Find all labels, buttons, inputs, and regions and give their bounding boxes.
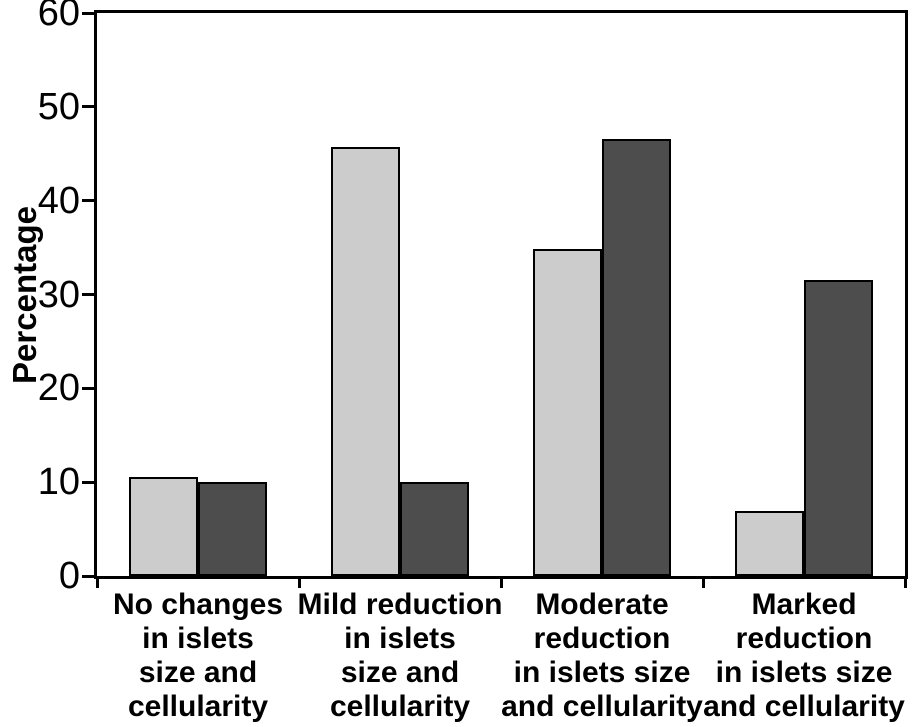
bar-dark-gray-series: [804, 280, 873, 576]
category-label-line: in islets size: [513, 656, 691, 689]
bar-light-gray-series: [533, 249, 602, 576]
y-tick-label: 20: [37, 367, 80, 410]
y-tick-label: 40: [37, 179, 80, 222]
category-label: Marked reduction in islets size and cellula…: [703, 588, 905, 724]
bar-dark-gray-series: [198, 482, 267, 576]
category-label-line: Marked: [751, 588, 857, 621]
y-tick-label: 60: [37, 0, 80, 34]
category-label: Mild reduction in islets size and cellulari…: [297, 588, 503, 724]
bar-dark-gray-series: [602, 139, 671, 576]
y-tick-mark: [82, 11, 94, 15]
y-tick-mark: [82, 574, 94, 578]
category-label-line: size and: [138, 656, 258, 689]
category-label-line: reduction: [533, 622, 671, 655]
category-label: No changes in islets size and cellularity: [97, 588, 299, 724]
y-tick-label: 0: [58, 555, 80, 597]
bar-dark-gray-series: [400, 482, 469, 576]
x-tick-mark: [701, 579, 705, 588]
category-label-line: cellularity: [329, 690, 471, 723]
bar-light-gray-series: [129, 477, 198, 576]
bar-light-gray-series: [331, 147, 400, 576]
category-label-line: in islets: [142, 622, 254, 655]
bars-layer: [97, 13, 905, 576]
x-tick-mark: [499, 579, 503, 588]
category-label-line: reduction: [735, 622, 873, 655]
x-tick-mark: [903, 579, 907, 588]
category-label-line: and cellularity: [501, 690, 703, 723]
category-label: Moderate reduction in islets size and cellu…: [501, 588, 703, 724]
y-tick-mark: [82, 199, 94, 203]
y-tick-label: 30: [37, 273, 80, 316]
category-label-line: size and: [340, 656, 460, 689]
category-label-line: in islets size: [715, 656, 893, 689]
category-label-line: cellularity: [127, 690, 269, 723]
y-tick-mark: [82, 293, 94, 296]
x-tick-mark: [95, 579, 99, 588]
y-tick-label: 10: [37, 461, 80, 504]
category-label-line: Moderate: [535, 588, 669, 621]
category-label-line: Mild reduction: [297, 588, 503, 621]
y-tick-mark: [82, 386, 94, 390]
plot-area: [94, 10, 908, 579]
y-tick-mark: [82, 480, 94, 484]
category-label-line: and cellularity: [703, 690, 905, 723]
category-label-line: in islets: [344, 622, 456, 655]
category-label-line: No changes: [112, 588, 284, 621]
x-tick-mark: [297, 579, 301, 588]
y-tick-mark: [82, 105, 94, 109]
y-tick-label: 50: [37, 85, 80, 128]
bar-light-gray-series: [735, 511, 804, 576]
